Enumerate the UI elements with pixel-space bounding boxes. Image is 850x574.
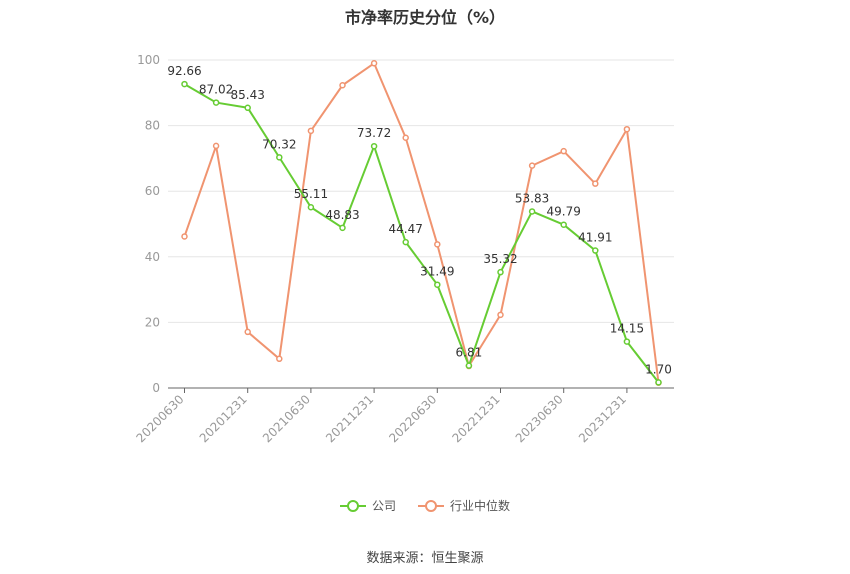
data-label-company: 55.11	[294, 187, 328, 201]
data-label-company: 31.49	[420, 265, 454, 279]
y-tick-label: 80	[145, 119, 160, 133]
data-point-company	[339, 224, 346, 232]
legend-industry-label: 行业中位数	[450, 499, 511, 513]
data-point-company	[528, 208, 536, 215]
data-point-industry-median	[497, 311, 504, 319]
legend-company-label: 公司	[371, 499, 396, 513]
data-point-industry-median	[181, 233, 188, 240]
data-point-industry-median	[560, 147, 567, 155]
data-point-company	[434, 281, 441, 288]
legend-item-company[interactable]: 公司	[339, 497, 396, 514]
data-label-company: 49.79	[547, 205, 581, 219]
data-point-industry-median	[528, 162, 536, 169]
data-point-company	[276, 154, 283, 161]
x-tick-label: 20220630	[386, 392, 439, 445]
x-tick-label: 20210630	[260, 392, 313, 445]
data-point-company	[244, 104, 251, 112]
data-label-company: 1.70	[645, 362, 672, 376]
y-tick-label: 40	[145, 250, 160, 264]
data-label-company: 87.02	[199, 83, 233, 97]
x-tick-label: 20231231	[576, 392, 629, 445]
data-point-company	[465, 362, 473, 369]
x-tick-label: 20221231	[450, 392, 503, 445]
data-label-company: 92.66	[167, 64, 201, 78]
data-label-company: 73.72	[357, 126, 391, 140]
data-point-company	[497, 268, 504, 276]
data-point-industry-median	[623, 125, 631, 133]
data-point-industry-median	[212, 142, 220, 150]
data-point-company	[560, 221, 567, 228]
data-label-company: 44.47	[389, 222, 423, 236]
data-point-company	[402, 238, 409, 246]
series-line-industry-median	[183, 62, 660, 383]
data-label-company: 6.81	[456, 346, 483, 360]
data-label-company: 41.91	[578, 231, 612, 245]
data-label-company: 70.32	[262, 137, 296, 151]
data-point-industry-median	[276, 355, 283, 363]
y-tick-label: 20	[145, 315, 160, 329]
data-point-industry-median	[434, 241, 441, 248]
data-point-company	[212, 99, 220, 106]
legend-item-industry-median[interactable]: 行业中位数	[418, 497, 510, 514]
data-label-company: 14.15	[610, 322, 644, 336]
series-line-company	[183, 83, 660, 384]
data-point-company	[181, 80, 188, 88]
y-tick-label: 100	[137, 53, 160, 67]
x-tick-label: 20201231	[197, 392, 250, 445]
data-point-company	[592, 247, 599, 254]
data-point-industry-median	[244, 328, 251, 336]
data-label-company: 48.83	[325, 208, 359, 222]
legend: 公司 行业中位数	[0, 497, 850, 514]
data-point-company	[623, 338, 631, 345]
data-point-industry-median	[592, 180, 599, 187]
data-label-company: 35.32	[483, 252, 517, 266]
data-point-industry-median	[307, 127, 315, 135]
legend-industry-marker-icon	[418, 499, 444, 513]
y-tick-label: 0	[152, 381, 160, 395]
chart-title: 市净率历史分位（%）	[344, 8, 506, 27]
data-point-company	[370, 142, 378, 150]
data-source-note: 数据来源：恒生聚源	[366, 551, 484, 566]
data-point-industry-median	[402, 134, 409, 141]
data-point-company	[655, 379, 662, 386]
data-label-company: 85.43	[231, 88, 265, 102]
data-point-industry-median	[339, 82, 346, 89]
data-label-company: 53.83	[515, 191, 549, 205]
legend-company-marker-icon	[339, 499, 366, 513]
x-tick-label: 20211231	[323, 392, 376, 445]
x-tick-label: 20230630	[513, 392, 566, 445]
data-point-industry-median	[370, 60, 378, 67]
x-tick-label: 20200630	[134, 392, 187, 445]
y-tick-label: 60	[145, 184, 160, 198]
data-point-company	[307, 203, 315, 211]
